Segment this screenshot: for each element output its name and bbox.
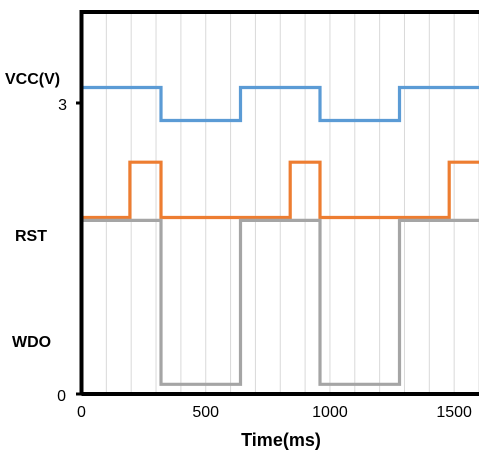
series-wdo-line [81,218,479,386]
signal-label-wdo: WDO [12,334,51,351]
signal-traces [81,85,479,386]
series-vcc-v-line [81,85,479,123]
x-tick-labels: 0 500 1000 1500 [77,404,472,421]
x-tick-label-500: 500 [192,404,219,421]
gridlines [105,12,479,394]
y-tick-label-0: 0 [57,388,66,405]
signal-label-vcc: VCC(V) [5,71,60,88]
signal-label-rst: RST [15,228,47,245]
y-tick-label-3: 3 [58,97,67,114]
x-tick-label-0: 0 [77,404,86,421]
x-axis-label: Time(ms) [241,430,321,450]
series-rst-line [81,160,479,220]
x-tick-label-1500: 1500 [436,404,472,421]
x-tick-label-1000: 1000 [312,404,348,421]
